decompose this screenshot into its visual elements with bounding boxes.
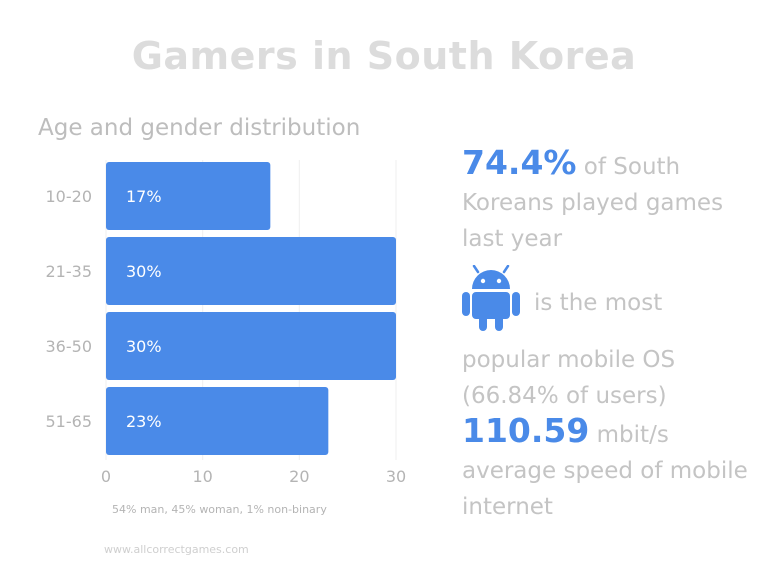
stat-speed-text-b: average speed of mobile internet <box>462 458 748 520</box>
stat-players-text-a: of South <box>576 154 681 180</box>
stat-android-text-a: is the most <box>534 290 663 316</box>
stat-speed-text-a: mbit/s <box>589 422 669 448</box>
stat-players-value: 74.4% <box>462 143 577 182</box>
stat-speed-value: 110.59 <box>462 411 590 450</box>
x-tick-label: 0 <box>101 467 111 486</box>
website-url: www.allcorrectgames.com <box>104 543 249 556</box>
x-tick-label: 30 <box>386 467 406 486</box>
stat-speed: 110.59 mbit/s average speed of mobile in… <box>462 413 762 525</box>
x-tick-label: 10 <box>192 467 212 486</box>
category-label-36-50: 36-50 <box>46 337 93 356</box>
bar-label-21-35: 30% <box>126 262 162 281</box>
bar-10-20 <box>106 162 271 230</box>
bar-label-51-65: 23% <box>126 412 162 431</box>
category-label-10-20: 10-20 <box>46 187 93 206</box>
bar-21-35 <box>106 237 396 305</box>
android-icon <box>462 264 520 342</box>
stat-android-text-b: popular mobile OS (66.84% of users) <box>462 347 676 409</box>
bar-label-36-50: 30% <box>126 337 162 356</box>
category-label-51-65: 51-65 <box>46 412 93 431</box>
chart-title: Age and gender distribution <box>38 115 361 141</box>
bar-36-50 <box>106 312 396 380</box>
bar-51-65 <box>106 387 329 455</box>
stat-android: is the most popular mobile OS (66.84% of… <box>462 264 762 414</box>
category-label-21-35: 21-35 <box>46 262 93 281</box>
gender-note: 54% man, 45% woman, 1% non-binary <box>112 503 327 516</box>
bar-label-10-20: 17% <box>126 187 162 206</box>
stat-players-text-b: Koreans played games last year <box>462 190 724 252</box>
page-title: Gamers in South Korea <box>131 34 637 78</box>
x-tick-label: 20 <box>289 467 309 486</box>
stat-players: 74.4% of South Koreans played games last… <box>462 145 762 257</box>
